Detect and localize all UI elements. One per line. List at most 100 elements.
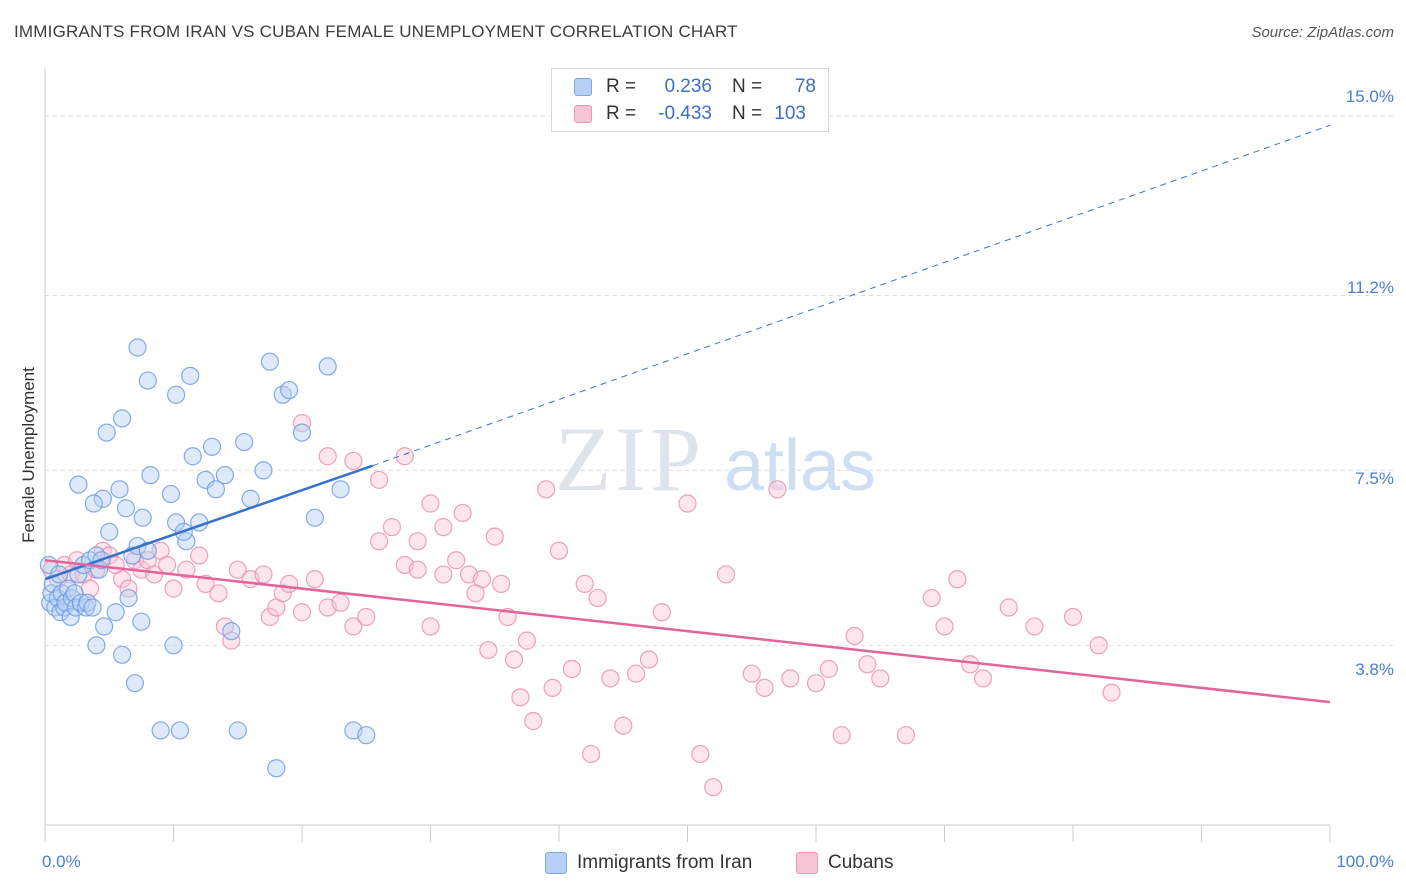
y-tick-label: 11.2% bbox=[1347, 278, 1394, 297]
legend-swatch-blue bbox=[574, 78, 592, 96]
data-point bbox=[524, 711, 543, 731]
data-point bbox=[106, 603, 125, 622]
data-point bbox=[95, 617, 114, 636]
data-point bbox=[128, 338, 147, 357]
data-point bbox=[141, 466, 160, 485]
data-point bbox=[119, 579, 138, 598]
data-point bbox=[768, 480, 787, 499]
legend-n-label: N = bbox=[732, 103, 763, 124]
data-point bbox=[292, 414, 312, 433]
data-point bbox=[601, 669, 620, 688]
data-point bbox=[222, 631, 241, 650]
legend-r-value: -0.433 bbox=[658, 103, 712, 124]
data-point bbox=[999, 598, 1018, 617]
data-point bbox=[434, 565, 453, 584]
data-point bbox=[614, 716, 633, 735]
legend-label-iran: Immigrants from Iran bbox=[577, 852, 753, 873]
legend-swatch-cubans bbox=[796, 852, 818, 874]
legend-r-value: 0.236 bbox=[664, 76, 712, 97]
data-point bbox=[382, 518, 402, 537]
data-point bbox=[421, 617, 440, 636]
data-point bbox=[166, 513, 186, 532]
data-point bbox=[922, 588, 941, 608]
data-point bbox=[125, 551, 145, 570]
watermark-atlas: atlas bbox=[724, 426, 876, 506]
data-point bbox=[305, 508, 324, 527]
trend-lines bbox=[44, 124, 1331, 704]
data-point bbox=[344, 451, 363, 471]
data-point bbox=[112, 570, 132, 589]
data-point bbox=[112, 645, 132, 664]
watermark-zip: ZIP bbox=[555, 408, 705, 510]
data-point bbox=[845, 626, 864, 645]
legend-r-label: R = bbox=[606, 76, 637, 97]
data-point bbox=[1102, 683, 1121, 702]
data-point bbox=[209, 584, 228, 603]
data-point bbox=[973, 669, 993, 688]
data-point bbox=[228, 721, 247, 740]
data-point bbox=[357, 607, 376, 627]
data-point bbox=[170, 721, 190, 740]
data-point bbox=[408, 532, 427, 551]
series-cubans bbox=[42, 414, 1121, 797]
data-point bbox=[254, 565, 273, 584]
data-point bbox=[543, 678, 562, 697]
data-point bbox=[370, 532, 389, 551]
data-point bbox=[344, 617, 363, 636]
data-point bbox=[112, 409, 132, 428]
series-immigrants-from-iran bbox=[39, 338, 376, 778]
data-point bbox=[742, 664, 761, 683]
source-credit: Source: ZipAtlas.com bbox=[1251, 24, 1394, 41]
legend-swatch-pink bbox=[574, 105, 592, 123]
data-point bbox=[408, 560, 427, 579]
data-point bbox=[97, 423, 116, 442]
data-point bbox=[331, 480, 350, 499]
data-point bbox=[292, 603, 312, 622]
data-point bbox=[267, 759, 286, 778]
data-point bbox=[948, 570, 967, 589]
trend-line-cubans bbox=[44, 558, 1331, 704]
y-tick-label: 7.5% bbox=[1355, 469, 1394, 488]
data-point bbox=[626, 664, 646, 683]
data-point bbox=[61, 607, 80, 627]
legend-row-blue: R = 0.236 N = 78 bbox=[574, 75, 816, 99]
data-point bbox=[479, 640, 498, 660]
data-point bbox=[65, 584, 84, 603]
data-point bbox=[273, 584, 292, 603]
legend-item-cubans: Cubans bbox=[796, 852, 894, 874]
data-point bbox=[755, 678, 774, 697]
data-point bbox=[157, 555, 177, 575]
legend-r-label: R = bbox=[606, 103, 637, 124]
data-point bbox=[151, 721, 170, 740]
data-point bbox=[492, 574, 511, 593]
data-point bbox=[181, 366, 200, 385]
trend-line-iran bbox=[44, 464, 374, 581]
watermark: ZIP atlas bbox=[555, 408, 876, 510]
data-point bbox=[582, 744, 601, 764]
data-point bbox=[228, 560, 247, 579]
data-point bbox=[1025, 617, 1044, 636]
data-point bbox=[896, 726, 916, 745]
legend-n-value: 78 bbox=[794, 76, 816, 97]
y-tick-label: 15.0% bbox=[1345, 87, 1394, 106]
data-point bbox=[806, 674, 826, 693]
data-point bbox=[562, 659, 581, 679]
data-point bbox=[292, 423, 312, 442]
legend-label-cubans: Cubans bbox=[828, 852, 894, 873]
data-point bbox=[639, 650, 659, 669]
data-point bbox=[254, 461, 273, 480]
data-point bbox=[678, 494, 697, 513]
data-point bbox=[331, 593, 350, 612]
data-point bbox=[125, 674, 145, 693]
legend-n-label: N = bbox=[732, 76, 763, 97]
data-point bbox=[164, 636, 183, 655]
data-point bbox=[260, 352, 279, 371]
data-point bbox=[83, 598, 102, 617]
data-point bbox=[215, 466, 234, 485]
legend-row-pink: R = -0.433 N = 103 bbox=[574, 102, 806, 126]
data-point bbox=[504, 650, 524, 669]
data-point bbox=[511, 688, 530, 707]
data-point bbox=[133, 508, 152, 527]
data-point bbox=[466, 584, 485, 603]
data-point bbox=[832, 726, 851, 745]
